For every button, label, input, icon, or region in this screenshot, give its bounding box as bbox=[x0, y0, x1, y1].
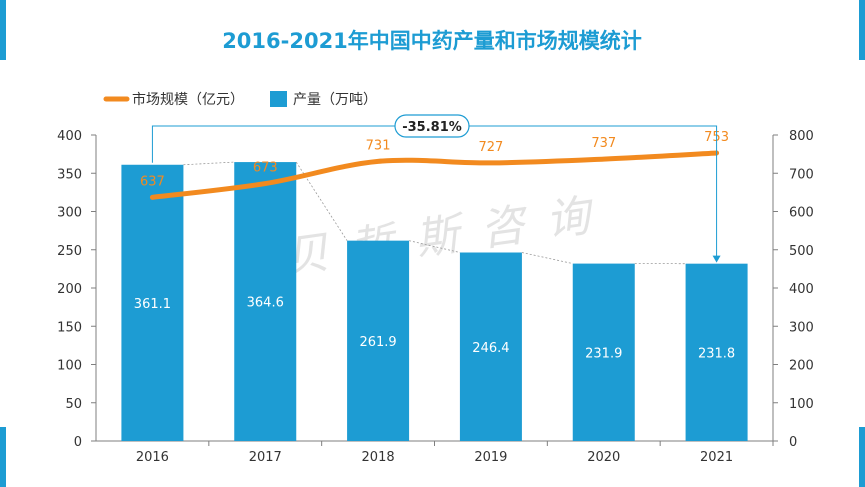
bar-value-label: 231.8 bbox=[698, 346, 735, 361]
left-tick-label: 100 bbox=[57, 359, 82, 374]
right-tick-label: 300 bbox=[789, 320, 814, 335]
line-value-label: 673 bbox=[253, 161, 278, 176]
watermark-text: 贝哲斯咨询 bbox=[281, 187, 615, 283]
line-value-label: 731 bbox=[366, 138, 391, 153]
annotation-text: -35.81% bbox=[402, 120, 462, 135]
left-tick-label: 0 bbox=[74, 435, 82, 450]
x-tick-label: 2020 bbox=[587, 450, 620, 465]
bar bbox=[685, 263, 748, 441]
bar bbox=[347, 240, 410, 441]
bar-value-label: 361.1 bbox=[134, 297, 171, 312]
bar-value-label: 364.6 bbox=[247, 296, 284, 311]
x-tick-label: 2019 bbox=[474, 450, 507, 465]
bar-value-label: 246.4 bbox=[472, 341, 509, 356]
x-tick-label: 2016 bbox=[136, 450, 169, 465]
corner-accent-top-left bbox=[0, 0, 6, 60]
left-tick-label: 200 bbox=[57, 282, 82, 297]
x-tick-label: 2018 bbox=[362, 450, 395, 465]
bar bbox=[234, 162, 297, 441]
x-tick-label: 2017 bbox=[249, 450, 282, 465]
corner-accent-bottom-left bbox=[0, 427, 6, 487]
left-tick-label: 300 bbox=[57, 206, 82, 221]
bar bbox=[572, 263, 635, 441]
left-tick-label: 150 bbox=[57, 320, 82, 335]
right-tick-label: 600 bbox=[789, 206, 814, 221]
bar bbox=[121, 164, 184, 442]
right-tick-label: 700 bbox=[789, 167, 814, 182]
right-tick-label: 200 bbox=[789, 359, 814, 374]
left-tick-label: 250 bbox=[57, 244, 82, 259]
chart-title: 2016-2021年中国中药产量和市场规模统计 bbox=[222, 29, 642, 53]
bar-connector bbox=[183, 161, 235, 166]
line-value-label: 727 bbox=[479, 140, 504, 155]
market-size-line bbox=[149, 150, 720, 200]
legend-bar-swatch bbox=[270, 91, 287, 107]
annotation-pill bbox=[394, 114, 470, 138]
corner-accent-bottom-right bbox=[859, 427, 865, 487]
bar-value-label: 231.9 bbox=[585, 346, 622, 361]
right-tick-label: 800 bbox=[789, 129, 814, 144]
bar bbox=[459, 252, 522, 441]
corner-accent-top-right bbox=[859, 0, 865, 60]
right-tick-label: 500 bbox=[789, 244, 814, 259]
bar-connector bbox=[295, 161, 348, 241]
left-tick-label: 350 bbox=[57, 167, 82, 182]
x-tick-label: 2021 bbox=[700, 450, 733, 465]
bar-connector bbox=[521, 252, 573, 264]
right-tick-label: 0 bbox=[789, 435, 797, 450]
legend-label-output: 产量（万吨） bbox=[293, 92, 377, 108]
right-tick-label: 100 bbox=[789, 397, 814, 412]
left-tick-label: 400 bbox=[57, 129, 82, 144]
right-tick-label: 400 bbox=[789, 282, 814, 297]
annotation-arrowhead bbox=[712, 255, 721, 263]
line-value-label: 637 bbox=[140, 174, 165, 189]
legend-label-market: 市场规模（亿元） bbox=[132, 91, 244, 108]
bar-value-label: 261.9 bbox=[359, 335, 396, 350]
line-value-label: 737 bbox=[591, 136, 616, 151]
bar-connector bbox=[408, 240, 461, 253]
left-tick-label: 50 bbox=[65, 397, 82, 412]
